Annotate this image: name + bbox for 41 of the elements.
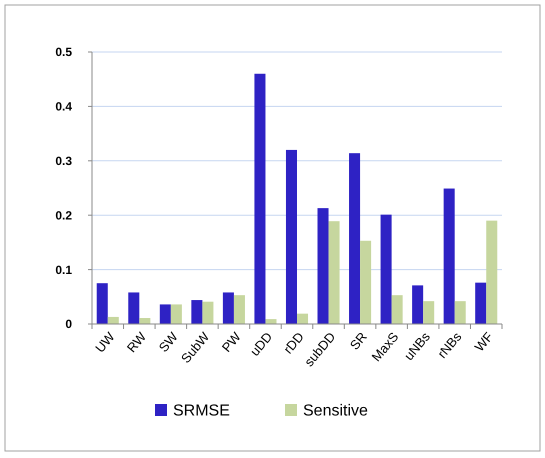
bar bbox=[360, 240, 372, 324]
bar bbox=[191, 300, 202, 324]
x-tick-label: SR bbox=[346, 329, 370, 353]
bar bbox=[202, 302, 214, 324]
bar bbox=[170, 304, 182, 324]
y-tick-label: 0 bbox=[65, 317, 72, 332]
bar bbox=[254, 74, 266, 324]
bar bbox=[423, 301, 434, 324]
bar bbox=[454, 301, 466, 324]
x-tick-label: UW bbox=[92, 328, 118, 356]
legend-label: Sensitive bbox=[303, 402, 368, 420]
bar bbox=[412, 285, 424, 324]
bar bbox=[297, 314, 308, 324]
bar bbox=[444, 188, 455, 324]
bar bbox=[349, 153, 360, 324]
bar bbox=[139, 318, 150, 324]
bar bbox=[128, 292, 140, 324]
bar bbox=[108, 316, 119, 324]
bar bbox=[96, 283, 108, 324]
bar bbox=[475, 282, 486, 324]
bar bbox=[318, 208, 329, 324]
bar bbox=[160, 304, 171, 324]
y-tick-label: 0.3 bbox=[55, 154, 72, 168]
bar bbox=[286, 150, 297, 324]
x-tick-label: rDD bbox=[280, 329, 307, 357]
y-tick-label: 0.1 bbox=[55, 262, 72, 277]
bar bbox=[328, 221, 340, 324]
bar bbox=[222, 292, 234, 324]
x-tick-label: PW bbox=[218, 328, 244, 355]
y-tick-label: 0.2 bbox=[55, 208, 72, 222]
x-tick-label: RW bbox=[124, 328, 150, 356]
bar bbox=[486, 220, 498, 324]
y-tick-label: 0.5 bbox=[55, 45, 72, 60]
bar bbox=[234, 295, 245, 324]
y-tick-label: 0.4 bbox=[55, 100, 72, 114]
bar bbox=[380, 214, 392, 324]
x-tick-label: WF bbox=[472, 329, 496, 354]
legend-label: SRMSE bbox=[173, 402, 230, 420]
bar bbox=[392, 295, 403, 324]
bar bbox=[265, 319, 276, 324]
x-tick-label: SW bbox=[156, 328, 182, 355]
